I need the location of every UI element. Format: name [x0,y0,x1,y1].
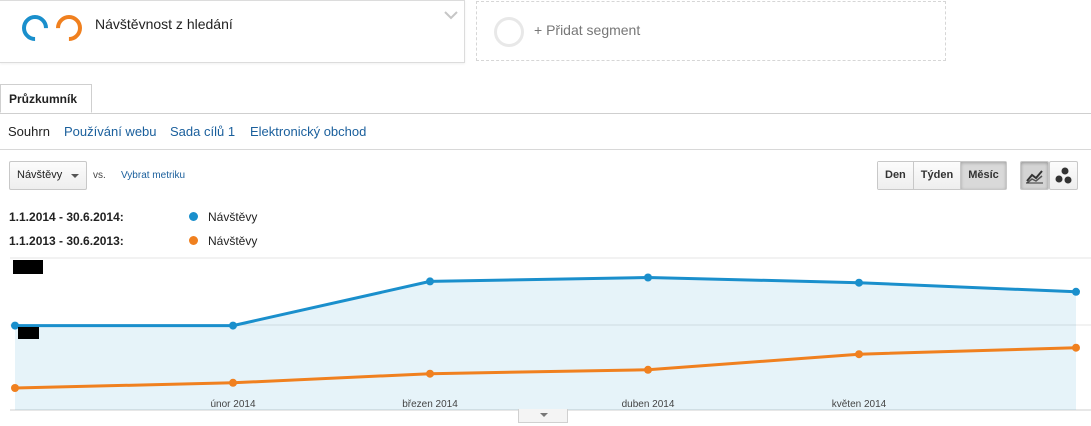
add-segment-label: + Přidat segment [534,22,641,38]
motion-chart-view-button[interactable] [1049,161,1078,190]
report-tabs: Průzkumník [0,84,1091,114]
data-point [11,321,19,330]
metric-select[interactable]: Návštěvy [9,161,87,190]
legend-metric-current: Návštěvy [208,210,258,224]
chart-series-lines [14,276,1077,390]
data-point [855,350,863,359]
data-point [644,365,652,374]
chart-expand-handle[interactable] [518,409,568,423]
granularity-day-button[interactable]: Den [878,162,913,189]
subnav-goal-set-1[interactable]: Sada cílů 1 [170,124,236,139]
visits-area-chart: únor 2014 březen 2014 duben 2014 květen 201… [10,257,1091,411]
redacted-y-label [18,327,39,339]
x-tick-label: únor 2014 [210,399,255,410]
subnav-summary[interactable]: Souhrn [8,124,50,139]
metric-select-value: Návštěvy [17,169,63,181]
chart-points [11,273,1080,392]
chevron-down-icon[interactable] [444,10,458,20]
data-point [229,321,237,330]
x-tick-label: březen 2014 [402,399,458,410]
vs-label: vs. [93,170,106,181]
chart-x-ticks: únor 2014 březen 2014 duben 2014 květen 201… [210,399,886,410]
subnav-site-usage[interactable]: Používání webu [64,124,157,139]
segment-card[interactable]: Návštěvnost z hledání [0,0,465,63]
line-chart-icon [1026,170,1043,184]
x-tick-label: duben 2014 [622,399,675,410]
series-line-1 [14,346,1077,390]
redacted-y-label [13,260,43,274]
line-chart-view-button[interactable] [1020,161,1049,190]
add-segment-button[interactable]: + Přidat segment [476,1,946,61]
empty-segment-icon [494,17,524,47]
data-point [1072,343,1080,352]
data-point [229,378,237,387]
segment-blue-ring-icon [16,9,54,47]
x-tick-label: květen 2014 [832,399,887,410]
select-metric-link[interactable]: Vybrat metriku [121,170,186,181]
subnav-ecommerce[interactable]: Elektronický obchod [250,124,367,139]
legend-range-previous: 1.1.2013 - 30.6.2013: [9,234,124,248]
series-line-0 [15,276,1077,328]
granularity-month-button[interactable]: Měsíc [960,162,1006,189]
chart-area-fills [15,277,1076,410]
data-point [426,277,434,286]
data-point [644,273,652,282]
granularity-week-button[interactable]: Týden [912,162,961,189]
legend-metric-previous: Návštěvy [208,234,258,248]
series-area-0 [15,277,1076,410]
chevron-down-icon [540,413,548,417]
legend-dot-previous-icon [189,236,198,245]
data-point [1072,287,1080,296]
data-point [426,369,434,378]
legend-dot-current-icon [189,212,198,221]
granularity-toggle: Den Týden Měsíc [877,161,1007,190]
motion-chart-icon [1055,167,1072,184]
data-point [855,278,863,287]
dropdown-caret-icon [71,174,79,178]
segment-title: Návštěvnost z hledání [95,16,233,32]
segment-orange-ring-icon [50,9,88,47]
data-point [11,384,19,392]
legend-range-current: 1.1.2014 - 30.6.2014: [9,210,124,224]
tab-explorer[interactable]: Průzkumník [0,84,92,113]
sub-navigation: Souhrn Používání webu Sada cílů 1 Elektr… [0,113,1091,150]
